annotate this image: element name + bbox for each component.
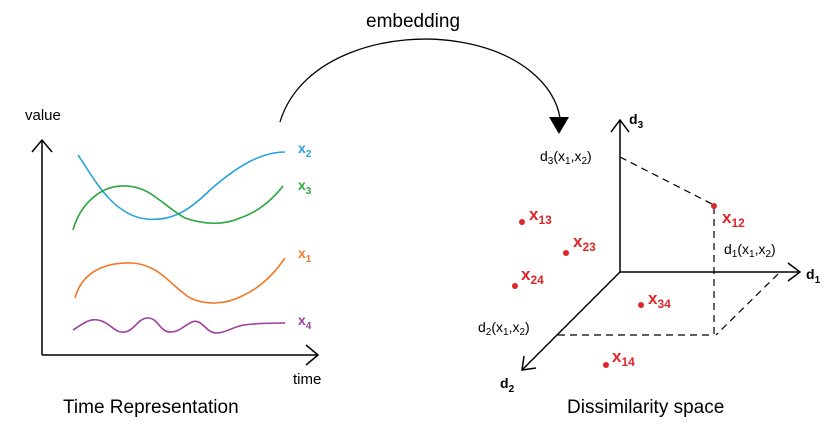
time-axis-arrowhead	[305, 344, 320, 366]
d2-axis-label: d2	[500, 375, 515, 395]
point-x14-dot	[603, 362, 609, 368]
series-x1-curve	[74, 257, 286, 304]
projection-lines	[558, 156, 779, 336]
time-representation-caption: Time Representation	[63, 397, 239, 418]
series-x2-label: x2	[298, 140, 312, 160]
point-x13-label: x13	[529, 205, 552, 227]
d1-axis-arrowhead	[787, 262, 802, 282]
d3-projection-label: d3(x1,x2)	[540, 148, 592, 167]
projection-d3-to-point	[619, 156, 715, 206]
d1-axis-label: d1	[806, 266, 821, 286]
dissimilarity-space-panel: d3 d1 d2 d3(x1,x2) d1(x1,x2) d2(x1,x2) x…	[478, 111, 821, 418]
dissimilarity-space-caption: Dissimilarity space	[567, 397, 724, 418]
series-x4-label: x4	[298, 312, 312, 332]
series-x2-curve	[77, 151, 286, 221]
point-x34-label: x34	[648, 289, 671, 311]
d1-projection-label: d1(x1,x2)	[724, 241, 776, 260]
d3-axis-label: d3	[629, 111, 644, 131]
point-x12-dot	[711, 203, 717, 209]
d3-axis-arrowhead	[610, 118, 630, 133]
point-x12-label: x12	[722, 208, 745, 230]
point-x23-label: x23	[573, 232, 596, 254]
d2-projection-label: d2(x1,x2)	[478, 319, 530, 338]
point-x34-dot	[638, 302, 644, 308]
point-x14-label: x14	[612, 347, 635, 369]
embedding-arrowhead	[549, 117, 569, 134]
d2-axis	[521, 271, 621, 371]
point-x13-dot	[519, 219, 525, 225]
point-x24-label: x24	[521, 265, 544, 287]
value-axis-arrowhead	[31, 138, 53, 153]
embedding-label: embedding	[366, 11, 460, 32]
embedding-arc	[279, 38, 561, 123]
time-axis-label: time	[293, 371, 321, 388]
time-representation-panel: value time x2 x3 x1 x4 Time Representati…	[25, 107, 321, 418]
value-axis-label: value	[25, 107, 61, 124]
series-x4-curve	[72, 317, 286, 334]
point-x23-dot	[563, 250, 569, 256]
d2-axis-arrowhead	[521, 355, 537, 371]
series-x3-label: x3	[298, 177, 312, 197]
series-x3-curve	[72, 185, 284, 231]
projection-d1-depth	[715, 273, 779, 336]
series-x1-label: x1	[298, 245, 312, 265]
point-x24-dot	[512, 283, 518, 289]
embedding-arrow: embedding	[279, 11, 569, 134]
